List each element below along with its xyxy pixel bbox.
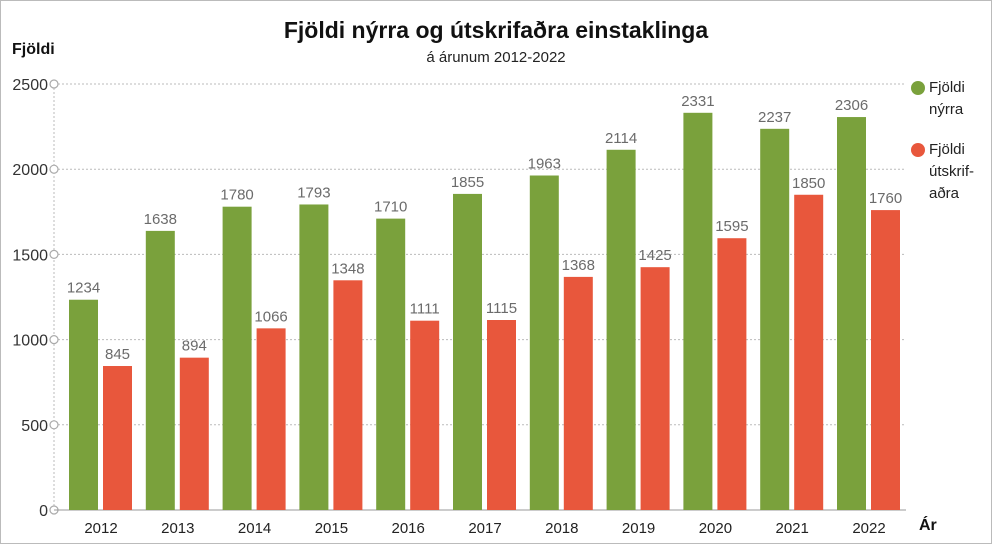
bar (145, 230, 175, 510)
data-label: 1760 (869, 190, 902, 207)
data-label: 1425 (638, 247, 671, 264)
bar (179, 357, 209, 510)
bar (299, 204, 329, 511)
bar (871, 210, 900, 510)
data-label: 894 (182, 338, 207, 355)
bar (683, 112, 713, 510)
data-label: 845 (105, 346, 130, 363)
x-axis-label: Ár (919, 517, 937, 534)
tick-marker (49, 164, 59, 174)
bar (222, 206, 252, 511)
legend-label-graduated: Fjöldi útskrif- aðra (929, 141, 974, 202)
chart-title: Fjöldi nýrra og útskrifaðra einstaklinga (283, 17, 709, 43)
x-tick-label: 2019 (622, 520, 655, 537)
data-label: 2331 (681, 93, 714, 110)
bar (410, 320, 440, 510)
bar (760, 128, 790, 511)
data-label: 2114 (605, 130, 637, 147)
bar (606, 149, 636, 510)
bar (640, 267, 670, 510)
data-label: 1595 (715, 218, 748, 235)
data-label: 1793 (297, 184, 330, 201)
x-tick-label: 2018 (545, 520, 578, 537)
tick-marker (49, 420, 59, 430)
x-tick-label: 2013 (161, 520, 194, 537)
data-label: 1850 (792, 175, 825, 192)
tick-marker (49, 79, 59, 89)
bar (453, 193, 482, 510)
legend-label-new: Fjöldi nýrra (929, 79, 965, 118)
y-tick-label: 2000 (12, 162, 48, 179)
data-label: 1368 (562, 257, 595, 274)
data-label: 1780 (220, 187, 253, 204)
x-tick-label: 2022 (852, 520, 885, 537)
bar (529, 175, 559, 510)
y-axis-label: Fjöldi (12, 41, 55, 58)
y-tick-label: 0 (39, 503, 48, 520)
data-label: 1638 (144, 211, 177, 228)
y-tick-label: 500 (21, 418, 48, 435)
bar (103, 366, 132, 510)
x-tick-label: 2017 (468, 520, 501, 537)
x-tick-label: 2014 (238, 520, 271, 537)
bar (333, 280, 363, 510)
chart-subtitle: á árunum 2012-2022 (426, 49, 566, 66)
x-tick-label: 2016 (392, 520, 425, 537)
bar (837, 117, 866, 510)
bar (794, 194, 824, 510)
data-label: 1115 (486, 300, 517, 317)
y-tick-label: 2500 (12, 77, 48, 94)
data-label: 2306 (835, 97, 868, 114)
bar (563, 276, 593, 510)
x-tick-label: 2021 (776, 520, 809, 537)
data-label: 2237 (758, 109, 791, 126)
legend-swatch-graduated (911, 143, 925, 157)
bar (256, 328, 286, 510)
data-label: 1234 (67, 280, 100, 297)
bar (376, 218, 406, 510)
data-label: 1963 (528, 156, 561, 173)
bar (69, 299, 98, 510)
tick-marker (49, 249, 59, 259)
data-label: 1348 (331, 260, 364, 277)
x-tick-label: 2015 (315, 520, 348, 537)
y-tick-label: 1500 (12, 247, 48, 264)
tick-marker (49, 335, 59, 345)
x-tick-label: 2020 (699, 520, 732, 537)
bar (487, 320, 516, 510)
legend-swatch-new (911, 81, 925, 95)
data-label: 1111 (410, 301, 440, 318)
y-tick-label: 1000 (12, 333, 48, 350)
data-label: 1710 (374, 199, 407, 216)
bar (717, 238, 747, 510)
x-tick-label: 2012 (84, 520, 117, 537)
data-label: 1855 (451, 174, 484, 191)
data-label: 1066 (254, 308, 287, 325)
